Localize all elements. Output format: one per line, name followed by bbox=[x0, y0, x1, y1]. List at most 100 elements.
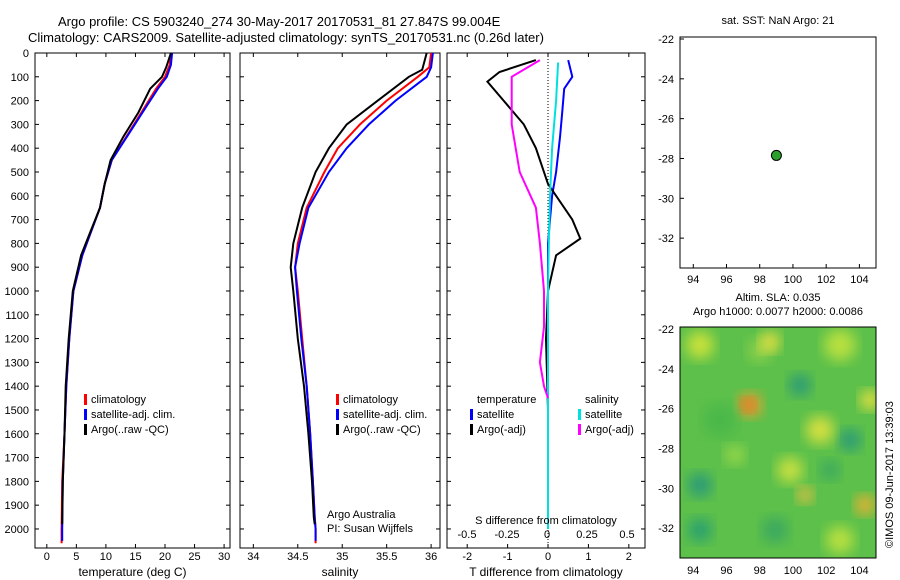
heatmap-ytick-label: -26 bbox=[658, 404, 674, 416]
legend-swatch-3 bbox=[470, 394, 473, 405]
map-ytick-label: -26 bbox=[658, 114, 674, 126]
heatmap-xtick-label: 100 bbox=[784, 565, 802, 577]
depth-tick-label: 900 bbox=[11, 262, 29, 274]
panel-2-xtick-label: 35 bbox=[336, 551, 348, 563]
heatmap-frame bbox=[679, 326, 877, 559]
panel-1-xtick-label: 15 bbox=[129, 551, 141, 563]
difference-series-4 bbox=[510, 59, 549, 399]
sla-heatmap-cell bbox=[688, 473, 712, 497]
difference-series-2 bbox=[485, 59, 582, 411]
map-xtick-label: 100 bbox=[784, 274, 802, 286]
panel-2-xtick-label: 36 bbox=[425, 551, 437, 563]
panel-2-frame bbox=[239, 52, 441, 549]
panel-3-xtick-label: 2 bbox=[626, 551, 632, 563]
legend-label-4: satellite bbox=[585, 409, 622, 421]
legend-swatch-2 bbox=[336, 409, 339, 420]
legend-label-4: Argo(-adj) bbox=[585, 424, 634, 436]
legend-swatch-3 bbox=[470, 424, 473, 435]
legend-label-1: Argo(..raw -QC) bbox=[91, 424, 169, 436]
annotation-line1: Argo Australia bbox=[327, 509, 396, 521]
sla-heatmap-cell bbox=[688, 518, 712, 542]
map-ytick-label: -24 bbox=[658, 74, 674, 86]
sla-heatmap-cell bbox=[797, 487, 813, 503]
sla-heatmap-cell bbox=[686, 331, 714, 359]
panel-3-xtick-label: -1 bbox=[503, 551, 513, 563]
map-ytick-label: -32 bbox=[658, 233, 674, 245]
legend-label-4: salinity bbox=[585, 394, 619, 406]
heatmap-xtick-label: 104 bbox=[850, 565, 868, 577]
heatmap-title-line1: Altim. SLA: 0.035 bbox=[736, 292, 821, 304]
heatmap-ytick-label: -32 bbox=[658, 523, 674, 535]
legend-swatch-1 bbox=[84, 424, 87, 435]
legend-swatch-4 bbox=[578, 394, 581, 405]
legend-swatch-4 bbox=[578, 409, 581, 420]
map-xtick-label: 94 bbox=[687, 274, 699, 286]
legend-swatch-1 bbox=[84, 394, 87, 405]
sla-heatmap-cell bbox=[806, 416, 834, 444]
panel-1-xtick-label: 30 bbox=[218, 551, 230, 563]
map-ytick-label: -28 bbox=[658, 153, 674, 165]
depth-tick-label: 700 bbox=[11, 215, 29, 227]
legend-label-2: satellite-adj. clim. bbox=[343, 409, 427, 421]
salinity-diff-tick-label: 0.5 bbox=[619, 529, 634, 541]
heatmap-xtick-label: 94 bbox=[687, 565, 699, 577]
salinity-series-3 bbox=[289, 52, 428, 525]
panel-1-xtick-label: 20 bbox=[159, 551, 171, 563]
legend-swatch-3 bbox=[470, 409, 473, 420]
salinity-diff-tick-label: -0.25 bbox=[494, 529, 519, 541]
sla-heatmap-cell bbox=[762, 517, 788, 543]
difference-series-3 bbox=[547, 62, 560, 529]
panel-3-xtick-label: -2 bbox=[462, 551, 472, 563]
legend-label-3: satellite bbox=[477, 409, 514, 421]
heatmap-ytick-label: -24 bbox=[658, 364, 674, 376]
sla-heatmap-cell bbox=[824, 329, 856, 361]
sla-heatmap-cell bbox=[839, 429, 861, 451]
depth-tick-label: 1500 bbox=[5, 405, 29, 417]
panel-1-xtick-label: 25 bbox=[188, 551, 200, 563]
depth-tick-label: 0 bbox=[23, 48, 29, 60]
panel-1-xlabel: temperature (deg C) bbox=[78, 565, 186, 579]
sla-heatmap-cell bbox=[704, 404, 736, 436]
depth-tick-label: 2000 bbox=[5, 524, 29, 536]
legend-label-1: satellite-adj. clim. bbox=[91, 409, 175, 421]
depth-tick-label: 1400 bbox=[5, 381, 29, 393]
temperature-series-1 bbox=[60, 52, 172, 544]
depth-tick-label: 1700 bbox=[5, 453, 29, 465]
panel-2-xtick-label: 34.5 bbox=[287, 551, 308, 563]
float-position-marker bbox=[770, 149, 782, 161]
depth-tick-label: 200 bbox=[11, 96, 29, 108]
heatmap-xtick-label: 96 bbox=[720, 565, 732, 577]
sla-heatmap-cell bbox=[789, 374, 811, 396]
depth-tick-label: 1200 bbox=[5, 334, 29, 346]
legend-label-2: Argo(..raw -QC) bbox=[343, 424, 421, 436]
panel-2-xlabel: salinity bbox=[322, 565, 359, 579]
depth-tick-label: 800 bbox=[11, 238, 29, 250]
salinity-diff-tick-label: -0.5 bbox=[458, 529, 477, 541]
legend-label-2: climatology bbox=[343, 394, 399, 406]
map-xtick-label: 96 bbox=[720, 274, 732, 286]
legend-label-1: climatology bbox=[91, 394, 147, 406]
sla-heatmap-cell bbox=[725, 445, 745, 465]
sla-heatmap-cell bbox=[760, 332, 780, 352]
panel-1-xtick-label: 5 bbox=[73, 551, 79, 563]
legend-label-3: Argo(-adj) bbox=[477, 424, 526, 436]
depth-tick-label: 1800 bbox=[5, 476, 29, 488]
heatmap-xtick-label: 102 bbox=[817, 565, 835, 577]
temperature-series-2 bbox=[61, 52, 174, 541]
panel-2-xtick-label: 34 bbox=[247, 551, 259, 563]
sla-heatmap-cell bbox=[860, 390, 876, 410]
depth-tick-label: 300 bbox=[11, 119, 29, 131]
panel-2-xtick-label: 35.5 bbox=[376, 551, 397, 563]
depth-tick-label: 1100 bbox=[5, 310, 29, 322]
salinity-diff-tick-label: 0.25 bbox=[576, 529, 597, 541]
temperature-series-3 bbox=[61, 52, 172, 525]
panel-3-xtick-label: 1 bbox=[585, 551, 591, 563]
heatmap-ytick-label: -22 bbox=[658, 324, 674, 336]
map-ytick-label: -22 bbox=[658, 34, 674, 46]
heatmap-xtick-label: 98 bbox=[754, 565, 766, 577]
salinity-series-1 bbox=[294, 52, 433, 544]
panel-1-frame bbox=[34, 52, 231, 549]
panel-3-xlabel: T difference from climatology bbox=[469, 565, 623, 579]
panel-3-xtick-label: 0 bbox=[545, 551, 551, 563]
